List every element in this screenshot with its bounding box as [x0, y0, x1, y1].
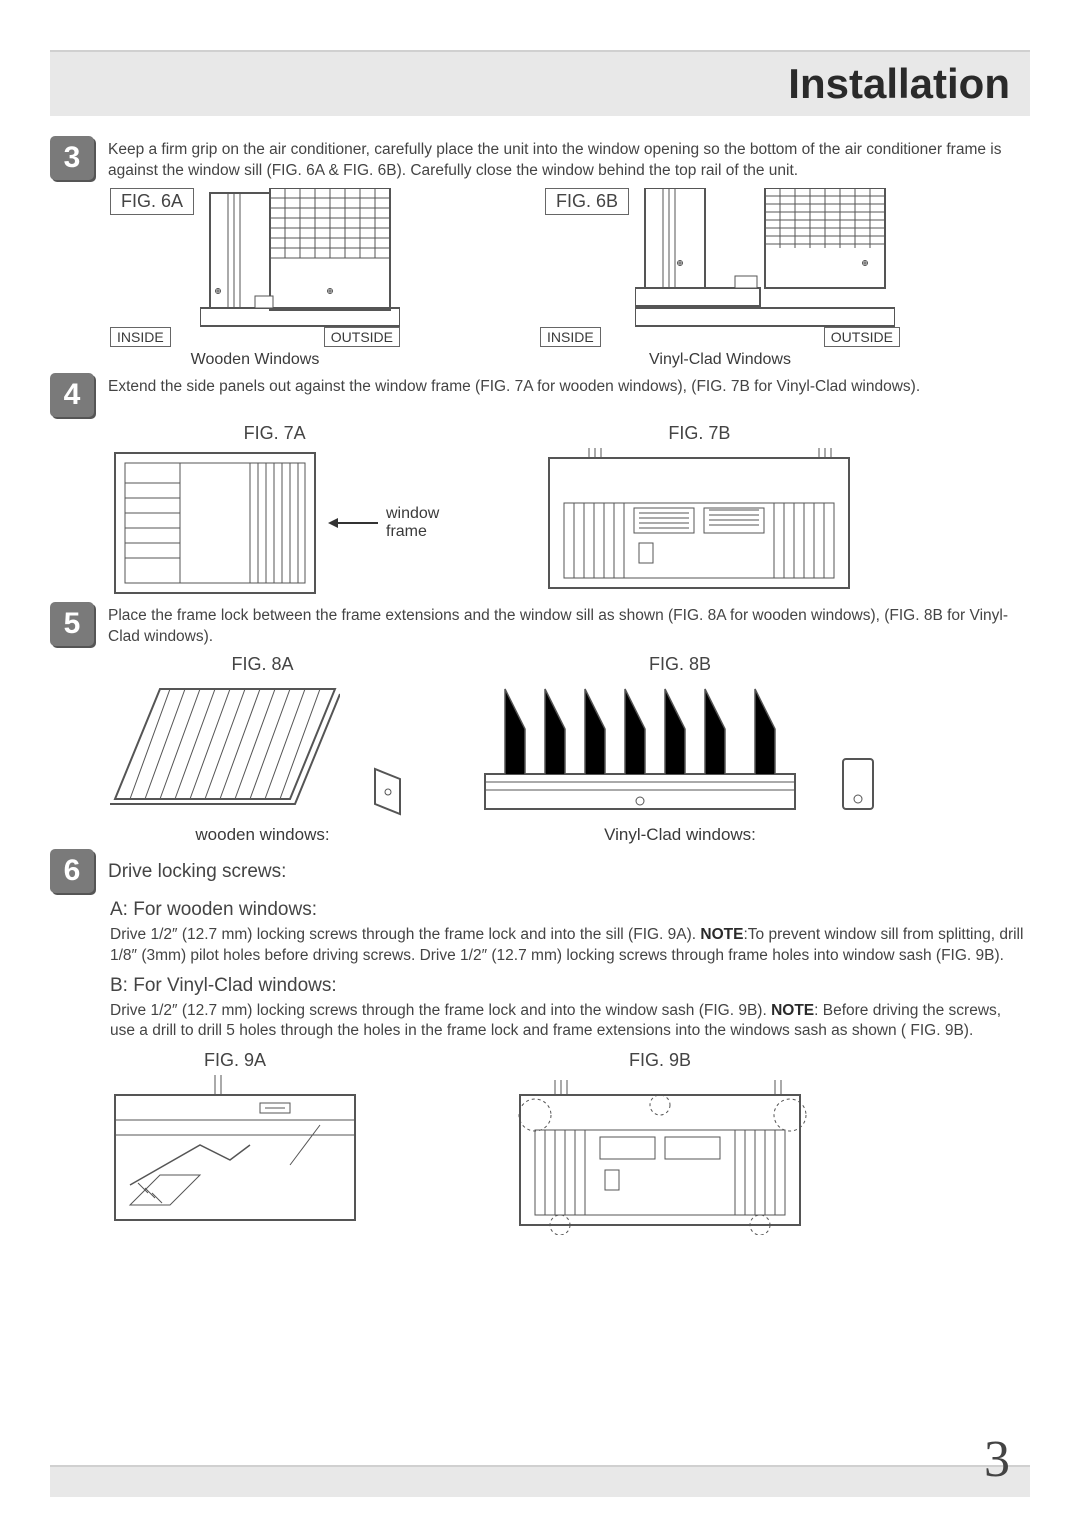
fig-6-pair: FIG. 6A INSIDE OUTSIDE Wooden Windows: [110, 188, 1030, 369]
step-5: 5 Place the frame lock between the frame…: [50, 602, 1030, 648]
header-bar: Installation: [50, 50, 1030, 116]
fig-8-pair: FIG. 8A wooden windows: FIG. 8B: [110, 654, 1030, 845]
fig-8a-block: FIG. 8A wooden windows:: [110, 654, 415, 845]
fig-6a-block: FIG. 6A INSIDE OUTSIDE Wooden Windows: [110, 188, 400, 369]
fig-9b-block: FIG. 9B: [500, 1050, 820, 1235]
step-6: 6 Drive locking screws:: [50, 849, 1030, 893]
step-6-number: 6: [50, 849, 94, 893]
fig-6b-label: FIG. 6B: [545, 188, 629, 215]
fig-9b-diagram: [500, 1075, 820, 1235]
fig-8b-block: FIG. 8B Vinyl-Clad windows:: [475, 654, 885, 845]
step-5-text: Place the frame lock between the frame e…: [108, 602, 1030, 648]
fig-6a-caption: Wooden Windows: [191, 351, 320, 369]
page-number: 3: [984, 1430, 1010, 1489]
fig-8b-diagram: [475, 679, 805, 819]
step-4-number: 4: [50, 373, 94, 417]
fig-8b-label: FIG. 8B: [649, 654, 711, 675]
fig-8a-caption: wooden windows:: [195, 825, 329, 845]
step-4: 4 Extend the side panels out against the…: [50, 373, 1030, 417]
page-title: Installation: [788, 60, 1010, 107]
fig-7a-diagram: [110, 448, 320, 598]
fig-9a-block: FIG. 9A: [110, 1050, 360, 1235]
fig-6a-outside-label: OUTSIDE: [324, 327, 400, 347]
fig-6b-caption: Vinyl-Clad Windows: [649, 351, 791, 369]
fig-6a-inside-label: INSIDE: [110, 327, 171, 347]
window-frame-label: window frame: [386, 505, 439, 540]
step-5-number: 5: [50, 602, 94, 646]
step-4-text: Extend the side panels out against the w…: [108, 373, 920, 398]
fig-6b-diagram: [635, 188, 895, 333]
arrow-icon: [328, 513, 378, 533]
fig-7b-label: FIG. 7B: [668, 423, 730, 444]
fig-6b-inside-label: INSIDE: [540, 327, 601, 347]
fig-8b-caption: Vinyl-Clad windows:: [604, 825, 756, 845]
fig-7a-label: FIG. 7A: [244, 423, 306, 444]
fig-8a-label: FIG. 8A: [231, 654, 293, 675]
fig-9a-label: FIG. 9A: [204, 1050, 266, 1071]
step-6a-body: Drive 1/2″ (12.7 mm) locking screws thro…: [110, 925, 1030, 967]
step-6b-body: Drive 1/2″ (12.7 mm) locking screws thro…: [110, 1001, 1030, 1043]
fig-7b-block: FIG. 7B: [539, 423, 859, 598]
fig-7-pair: FIG. 7A window frame FIG. 7B: [110, 423, 1030, 598]
fig-6a-diagram: [200, 188, 400, 333]
fig-9-pair: FIG. 9A FIG. 9B: [110, 1050, 1030, 1235]
fig-7b-diagram: [539, 448, 859, 598]
step-3-text: Keep a firm grip on the air conditioner,…: [108, 136, 1030, 182]
fig-6b-outside-label: OUTSIDE: [824, 327, 900, 347]
frame-lock-icon: [835, 754, 885, 819]
step-3: 3 Keep a firm grip on the air conditione…: [50, 136, 1030, 182]
fig-9a-diagram: [110, 1075, 360, 1225]
frame-lock-icon: [370, 764, 415, 819]
fig-7a-block: FIG. 7A window frame: [110, 423, 439, 598]
fig-8a-diagram: [110, 679, 340, 819]
step-6a-heading: A: For wooden windows:: [110, 899, 1030, 921]
step-6-heading: Drive locking screws:: [108, 849, 286, 885]
fig-6a-label: FIG. 6A: [110, 188, 194, 215]
page-footer-bar: [50, 1465, 1030, 1497]
fig-6b-block: FIG. 6B INSIDE OUTSIDE Vinyl-Clad Window…: [540, 188, 900, 369]
step-6b-heading: B: For Vinyl-Clad windows:: [110, 975, 1030, 997]
fig-9b-label: FIG. 9B: [629, 1050, 691, 1071]
step-3-number: 3: [50, 136, 94, 180]
